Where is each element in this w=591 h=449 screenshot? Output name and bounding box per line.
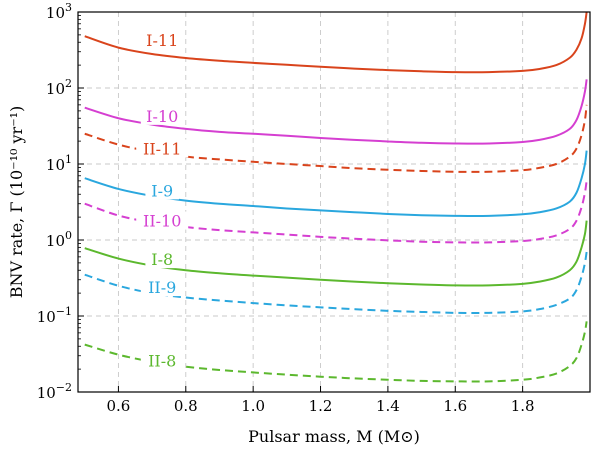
curve-label-bg (140, 106, 184, 125)
x-tick-label: 1.4 (376, 397, 400, 415)
y-tick-label: 10−1 (37, 305, 72, 326)
curve-label-ii-8: II-8 (148, 351, 176, 370)
series-line-i-10 (84, 79, 588, 145)
curve-labels: I-11 I-10 II-11 I-9 II-10 I-8 II-9 II-8 (136, 30, 189, 370)
y-tick-label: 101 (46, 153, 72, 174)
x-tick-label: 0.6 (106, 397, 130, 415)
curve-label-bg (136, 211, 189, 230)
y-tick-label: 10−2 (37, 381, 72, 402)
curve-label-bg (145, 181, 180, 200)
series-line-ii-8 (84, 321, 588, 383)
axis-ticks: 0.6 0.8 1.0 1.2 1.4 1.6 1.8 10−2 10−1 100 101 102 10… (37, 1, 535, 415)
curve-label-i-8: I-8 (151, 250, 173, 269)
curve-label-i-9: I-9 (151, 181, 173, 200)
series-line-i-9 (84, 150, 588, 217)
series-line-ii-11 (84, 104, 588, 173)
curve-label-bg (140, 351, 184, 370)
x-tick-label: 1.2 (309, 397, 333, 415)
plot-frame (77, 11, 591, 393)
series-line-i-11 (84, 11, 588, 74)
curve-label-i-10: I-10 (146, 107, 178, 126)
grid (78, 12, 590, 392)
y-tick-label: 100 (46, 229, 72, 250)
y-tick-label: 102 (46, 77, 72, 98)
x-tick-label: 0.8 (174, 397, 198, 415)
curve-label-ii-11: II-11 (143, 139, 181, 158)
series-line-i-8 (84, 220, 588, 287)
x-tick-label: 1.6 (443, 397, 467, 415)
y-tick-label: 103 (46, 1, 72, 22)
curve-label-bg (145, 250, 180, 269)
series-line-ii-10 (84, 180, 588, 244)
curve-label-ii-9: II-9 (148, 278, 176, 297)
curve-label-ii-10: II-10 (143, 212, 181, 231)
curve-label-i-11: I-11 (146, 31, 178, 50)
x-axis-label: Pulsar mass, M (M⊙) (248, 427, 420, 446)
x-tick-label: 1.8 (511, 397, 535, 415)
series-line-ii-9 (84, 251, 588, 314)
y-axis-label: BNV rate, Γ (10⁻¹⁰ yr⁻¹) (7, 106, 26, 299)
curve-label-bg (140, 278, 184, 297)
curves (84, 11, 588, 383)
x-tick-label: 1.0 (241, 397, 265, 415)
curve-label-bg (136, 139, 189, 158)
curve-label-bg (140, 30, 184, 49)
